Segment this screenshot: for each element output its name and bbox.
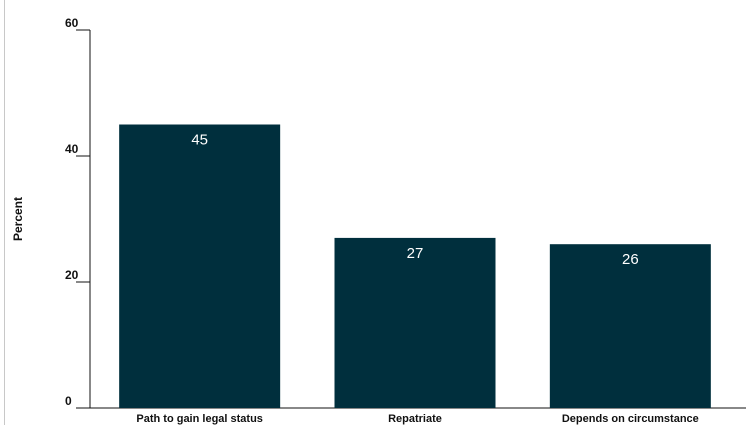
x-category-label: Depends on circumstance [562, 413, 699, 425]
bar [119, 124, 281, 408]
x-category-label: Path to gain legal status [136, 413, 263, 425]
bar-value-label: 26 [622, 251, 639, 268]
bar [334, 237, 496, 408]
chart-bars [119, 124, 711, 408]
bar [549, 244, 711, 408]
bar-value-label: 45 [191, 132, 208, 149]
y-tick-label: 40 [65, 142, 79, 156]
y-axis-label: Percent [11, 197, 25, 241]
y-tick-label: 20 [65, 268, 79, 282]
bar-value-label: 27 [407, 245, 424, 262]
x-category-label: Repatriate [388, 413, 442, 425]
chart-labels: Percent 45 Path to gain legal status 27 Repa… [11, 132, 699, 425]
y-tick-label: 60 [65, 16, 79, 30]
frame-edge-line [4, 0, 5, 425]
y-tick-label: 0 [65, 394, 72, 408]
